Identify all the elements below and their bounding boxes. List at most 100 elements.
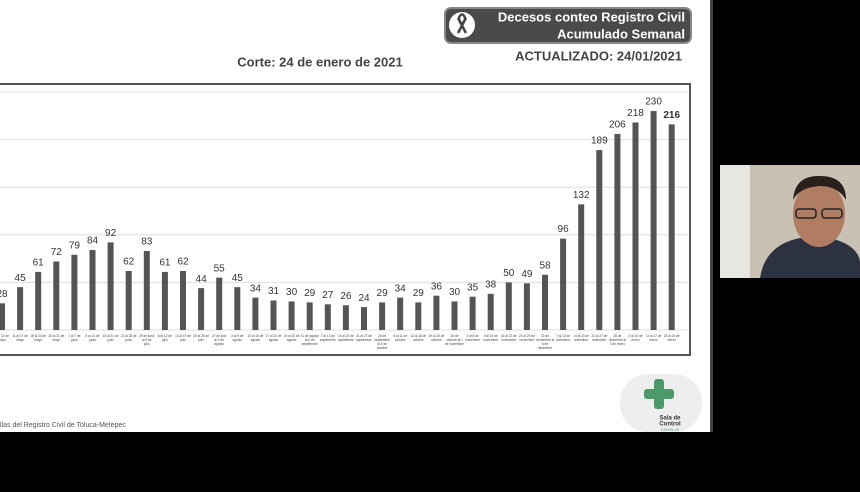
x-tick-label: 30 de noviembre al 6 de diciembre (536, 334, 555, 350)
x-tick-label: 8 al 14 de junio (85, 334, 99, 342)
value-label: 35 (467, 282, 479, 293)
x-tick-label: 7 al 13 de diciembre (556, 334, 570, 342)
value-label: 30 (449, 287, 461, 298)
x-tick-label: 3 al 9 de agosto (231, 334, 243, 342)
value-label: 29 (304, 288, 316, 299)
x-tick-label: 19 al 25 de octubre (429, 334, 445, 342)
bar (270, 300, 277, 330)
x-tick-label: 6 al 12 de julio (158, 334, 172, 342)
x-tick-label: 23 al 29 de noviembre (519, 334, 535, 342)
bar (560, 238, 567, 330)
person-hair (793, 175, 846, 200)
value-label: 62 (123, 257, 135, 268)
chart-frame (0, 83, 691, 356)
value-label: 216 (663, 110, 680, 121)
value-label: 34 (250, 283, 262, 294)
value-label: 29 (377, 288, 389, 299)
slide (0, 0, 710, 432)
bar (180, 270, 186, 330)
value-label: 50 (503, 268, 515, 279)
value-label: 30 (286, 287, 298, 298)
x-tick-label: 11 al 17 de mayo (12, 334, 28, 342)
logo-text: Sala de (659, 416, 681, 422)
cut-date: Corte: 24 de enero de 2021 (237, 54, 402, 69)
bar (161, 271, 168, 330)
x-tick-label: 10 al 16 de agosto (248, 334, 264, 342)
x-tick-label: 9 al 15 de noviembre (483, 334, 498, 342)
value-label: 72 (51, 247, 63, 258)
value-label: 132 (573, 190, 590, 201)
value-label: 28 (0, 289, 8, 300)
bar (89, 250, 96, 330)
x-tick-label: 31 de agosto al 6 de septiembre (300, 334, 319, 346)
x-tick-label: 14 al 20 de diciembre (573, 334, 589, 342)
bar (35, 271, 42, 330)
value-label: 34 (395, 283, 407, 294)
value-label: 92 (105, 228, 117, 239)
value-label: 206 (609, 120, 626, 131)
x-tick-label: 21 al 27 de septiembre (356, 334, 372, 342)
bar (17, 287, 24, 330)
x-tick-label: 28 de septiembre al 4 de octubre (374, 334, 390, 350)
x-tick-label: 18 al 24 de enero (664, 334, 680, 342)
person-head (793, 181, 845, 247)
value-label: 84 (87, 236, 99, 247)
x-tick-label: 29 de junio al 5 de julio (139, 334, 155, 346)
bar (505, 282, 512, 330)
bar (415, 302, 422, 330)
header-box (444, 7, 692, 44)
value-label: 45 (15, 273, 27, 284)
value-label: 83 (141, 237, 153, 248)
bar (306, 302, 313, 330)
bar (433, 295, 440, 330)
value-label: 62 (177, 257, 189, 268)
logo-cross (644, 389, 674, 399)
x-tick-label: 11 al 17 de enero (646, 334, 662, 342)
x-tick-label: 24 al 30 de agosto (284, 334, 300, 342)
logo-text: Control (659, 422, 681, 428)
bar (650, 111, 657, 330)
bar (451, 301, 458, 330)
value-label: 29 (413, 288, 425, 299)
bar (143, 250, 150, 330)
bar (252, 297, 259, 330)
bar (614, 133, 621, 330)
x-tick-label: 20 al 26 de julio (193, 334, 209, 342)
bar (125, 270, 132, 330)
value-label: 36 (431, 281, 443, 292)
bar (469, 296, 476, 330)
x-tick-label: 5 al 11 de octubre (393, 334, 407, 342)
value-label: 44 (196, 274, 208, 285)
bar (342, 305, 349, 330)
value-label: 24 (358, 293, 370, 304)
x-tick-label: 25 al 31 de mayo (48, 334, 64, 342)
person-body (760, 238, 860, 278)
ribbon-icon (456, 12, 468, 34)
bar (53, 261, 60, 330)
x-tick-label: 13 al 19 de julio (175, 334, 191, 342)
x-tick-label: 22 al 28 de junio (121, 334, 137, 342)
x-tick-label: 7 al 13 de septiembre (320, 334, 336, 342)
value-label: 61 (33, 258, 45, 269)
x-tick-label: 26 de octubre al 1 de noviembre (445, 334, 465, 346)
x-tick-label: 21 al 27 de diciembre (591, 334, 607, 342)
x-tick-label: 2 al 8 de noviembre (465, 334, 480, 342)
x-tick-label: 15 al 21 de junio (103, 334, 119, 342)
bar (324, 304, 331, 330)
bar (71, 254, 78, 330)
value-label: 26 (340, 291, 352, 302)
x-tick-label: 4 al 10 de enero (628, 334, 642, 342)
x-tick-label: 17 al 23 de agosto (266, 334, 282, 342)
bar (596, 150, 603, 330)
bar (361, 307, 367, 330)
value-label: 189 (591, 136, 608, 147)
bar (632, 122, 639, 331)
x-tick-label: 16 al 22 de noviembre (501, 334, 517, 342)
glasses (795, 208, 817, 219)
value-label: 79 (69, 240, 81, 251)
glasses (821, 208, 843, 219)
value-label: 230 (645, 97, 662, 108)
value-label: 61 (159, 258, 171, 269)
